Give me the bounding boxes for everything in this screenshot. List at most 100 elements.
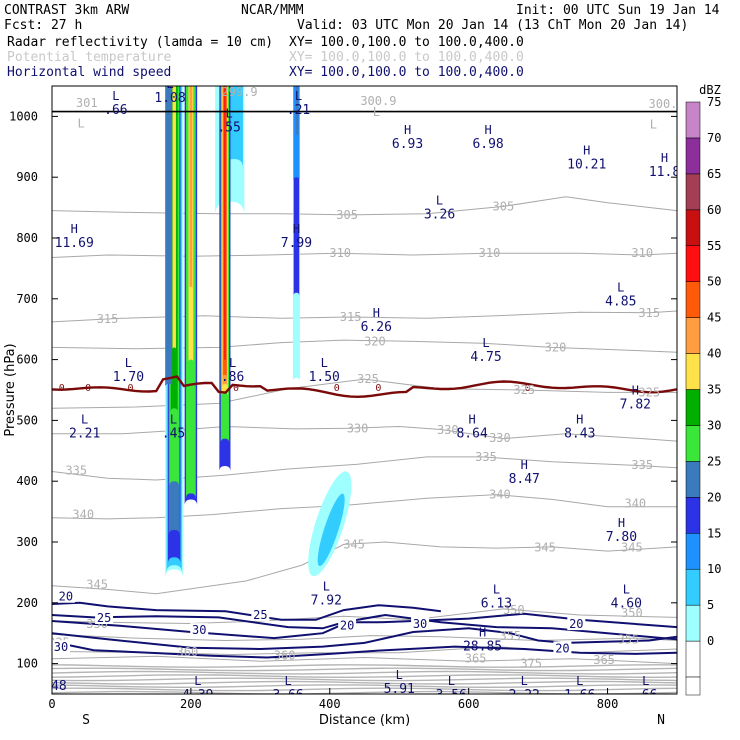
wind-extremum-letter: L [229, 356, 236, 370]
field-name-reflectivity: Radar reflectivity (lamda = 10 cm) [7, 35, 274, 50]
wind-extremum-letter: L [642, 674, 649, 688]
wind-label: 30 [413, 617, 427, 631]
wind-label: 30 [192, 623, 206, 637]
wind-extremum: L4.39 [182, 674, 213, 694]
wind-extremum-value: .55 [217, 121, 240, 136]
theta-extremum-letter: L [373, 105, 380, 119]
wind-extremum: L4.85 [605, 281, 636, 310]
x-tick-label: 600 [458, 697, 480, 711]
wind-label-bg [411, 617, 430, 631]
theta-contour-315 [52, 310, 677, 323]
wind-extremum-value: 1.50 [309, 370, 340, 385]
field-xy-wind: XY= 100.0,100.0 to 100.0,400.0 [289, 65, 524, 80]
theta-contour-365 [52, 655, 677, 665]
theta-contour-325 [52, 378, 677, 409]
y-tick-label: 700 [16, 292, 38, 306]
wind-extremum-value: 3.26 [424, 208, 455, 223]
wind-extremum: L3.56 [436, 674, 467, 703]
field-xy-theta: XY= 100.0,100.0 to 100.0,400.0 [289, 50, 524, 65]
wind-extremum-letter: L [321, 356, 328, 370]
theta-label: 300.9 [649, 97, 685, 111]
wind-extremum: H28.85 [463, 625, 502, 654]
wind-extremum: H6.26 [361, 306, 392, 335]
wind-extremum: H6.98 [472, 123, 503, 152]
theta-label: 355 [618, 632, 640, 646]
wind-extremum-letter: L [436, 194, 443, 208]
wind-extremum-value: .86 [221, 370, 244, 385]
wind-extremum-value: 7.92 [311, 594, 342, 609]
colorbar-swatch [685, 640, 701, 678]
wind-extremum-letter: L [448, 674, 455, 688]
zero-isotherm-label: 0 [525, 383, 531, 394]
theta-extremum-letter: L [650, 117, 657, 131]
colorbar-tick-label: 15 [707, 526, 721, 540]
wind-extremum-value: 11.8 [649, 165, 680, 180]
theta-label: 310 [631, 246, 653, 260]
colorbar-swatch [685, 497, 701, 534]
wind-extremum: H8.43 [564, 412, 595, 441]
wind-label: 25 [97, 611, 111, 625]
wind-extremum-value: 3.66 [272, 688, 303, 703]
zero-isotherm-label: 0 [127, 383, 133, 394]
colorbar-swatch [685, 173, 701, 211]
wind-label: 20 [569, 617, 583, 631]
wind-extremum-value: 6.13 [481, 597, 512, 612]
wind-extremum: L3.26 [424, 194, 455, 223]
wind-extremum-letter: L [194, 674, 201, 688]
theta-contour [52, 690, 677, 694]
wind-extremum-letter: L [284, 674, 291, 688]
wind-extremum: H7.82 [620, 383, 651, 412]
theta-label: 350 [621, 606, 643, 620]
wind-extremum: L4.75 [470, 336, 501, 365]
theta-label: 365 [465, 652, 487, 666]
colorbar-tick-label: 0 [707, 634, 714, 648]
init-time: Init: 00 UTC Sun 19 Jan 14 [516, 3, 720, 18]
wind-extremum-value: 7.80 [606, 530, 637, 545]
wind-extremum: L1.50 [309, 356, 340, 385]
wind-extremum-value: 48 [51, 679, 67, 694]
theta-label: 330 [437, 423, 459, 437]
wind-extremum: L1.70 [113, 356, 144, 385]
echo-40dbz [172, 86, 176, 350]
wind-extremum: H7.80 [606, 516, 637, 545]
wind-label-group: 20 [338, 618, 357, 632]
wind-extremum-letter: L [295, 89, 302, 103]
wind-extremum-value: 6.26 [361, 320, 392, 335]
x-end-label-north: N [657, 713, 665, 728]
field-name-wind: Horizontal wind speed [7, 65, 172, 80]
colorbar-tick-label: 45 [707, 311, 721, 325]
wind-extremum: L1.66 [564, 674, 595, 694]
wind-extremum-value: 3.56 [436, 688, 467, 703]
wind-extremum-letter: L [81, 412, 88, 426]
wind-extremum-letter: H [293, 222, 300, 236]
theta-extremum-letter: L [78, 117, 85, 131]
wind-extremum: H11.8 [649, 151, 680, 180]
wind-label: 30 [54, 640, 68, 654]
y-tick-label: 400 [16, 474, 38, 488]
theta-label: 345 [621, 540, 643, 554]
wind-extremum: H8.47 [509, 458, 540, 487]
wind-extremum-letter: H [521, 458, 528, 472]
echo-25dbz [165, 86, 173, 388]
theta-contour-335 [52, 456, 677, 481]
wind-extremum-letter: L [323, 580, 330, 594]
colorbar-swatch [685, 245, 701, 282]
colorbar-tick-label: 55 [707, 239, 721, 253]
wind-extremum-letter: L [482, 336, 489, 350]
wind-label-bg [190, 623, 209, 637]
wind-extremum-value: 10.21 [567, 158, 606, 173]
theta-label: 325 [513, 383, 535, 397]
theta-label: 315 [638, 306, 660, 320]
theta-label: 335 [475, 450, 497, 464]
colorbar-swatch [685, 568, 701, 606]
wind-contour [52, 640, 677, 659]
y-tick-label: 600 [16, 353, 38, 367]
plot-area: 0000000325360360365365375355355350350350… [51, 86, 685, 703]
wind-extremum-value: .21 [287, 103, 310, 118]
theta-label: 360 [274, 649, 296, 663]
wind-contour [52, 601, 442, 621]
wind-extremum-value: 4.75 [470, 350, 501, 365]
theta-contour-345 [52, 541, 677, 595]
x-tick-label: 200 [180, 697, 202, 711]
